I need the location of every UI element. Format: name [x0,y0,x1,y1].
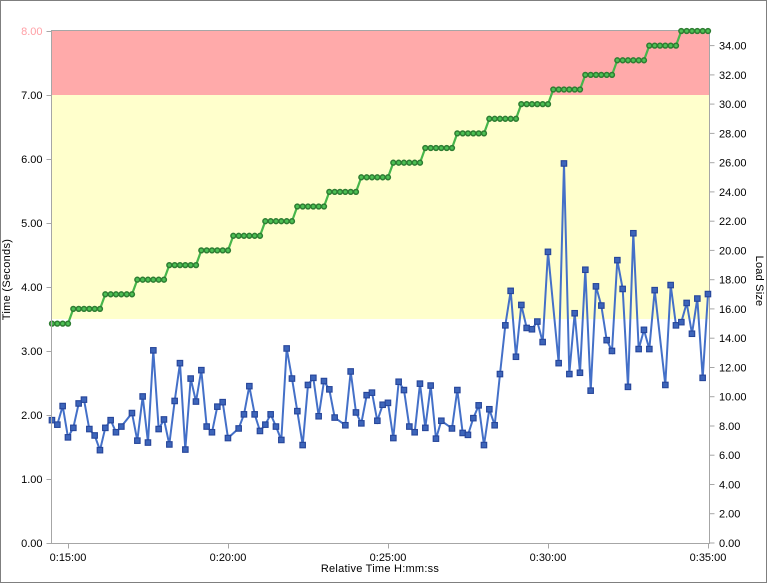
svg-text:34.00: 34.00 [719,41,747,53]
svg-text:7.00: 7.00 [21,90,42,102]
svg-text:Time (Seconds): Time (Seconds) [1,239,13,320]
svg-text:18.00: 18.00 [719,275,747,287]
svg-text:0:35:00: 0:35:00 [690,552,727,564]
svg-text:30.00: 30.00 [719,99,747,111]
svg-text:6.00: 6.00 [21,154,42,166]
svg-text:0:30:00: 0:30:00 [530,552,567,564]
svg-text:28.00: 28.00 [719,128,747,140]
svg-text:16.00: 16.00 [719,304,747,316]
svg-text:14.00: 14.00 [719,333,747,345]
svg-text:8.00: 8.00 [719,421,740,433]
svg-text:0:15:00: 0:15:00 [50,552,87,564]
svg-text:32.00: 32.00 [719,70,747,82]
svg-text:0:20:00: 0:20:00 [210,552,247,564]
svg-text:Load Size: Load Size [753,256,765,307]
svg-text:22.00: 22.00 [719,216,747,228]
svg-text:2.00: 2.00 [719,509,740,521]
svg-text:20.00: 20.00 [719,245,747,257]
svg-text:0.00: 0.00 [21,538,42,550]
svg-text:0:25:00: 0:25:00 [370,552,407,564]
svg-text:4.00: 4.00 [719,480,740,492]
svg-text:6.00: 6.00 [719,450,740,462]
svg-text:4.00: 4.00 [21,282,42,294]
svg-text:10.00: 10.00 [719,392,747,404]
svg-text:24.00: 24.00 [719,187,747,199]
svg-text:26.00: 26.00 [719,158,747,170]
svg-text:0.00: 0.00 [719,538,740,550]
svg-text:3.00: 3.00 [21,346,42,358]
svg-text:2.00: 2.00 [21,410,42,422]
svg-text:5.00: 5.00 [21,218,42,230]
svg-text:Relative Time H:mm:ss: Relative Time H:mm:ss [321,563,440,575]
svg-text:1.00: 1.00 [21,474,42,486]
svg-text:8.00: 8.00 [21,26,42,38]
svg-text:12.00: 12.00 [719,363,747,375]
